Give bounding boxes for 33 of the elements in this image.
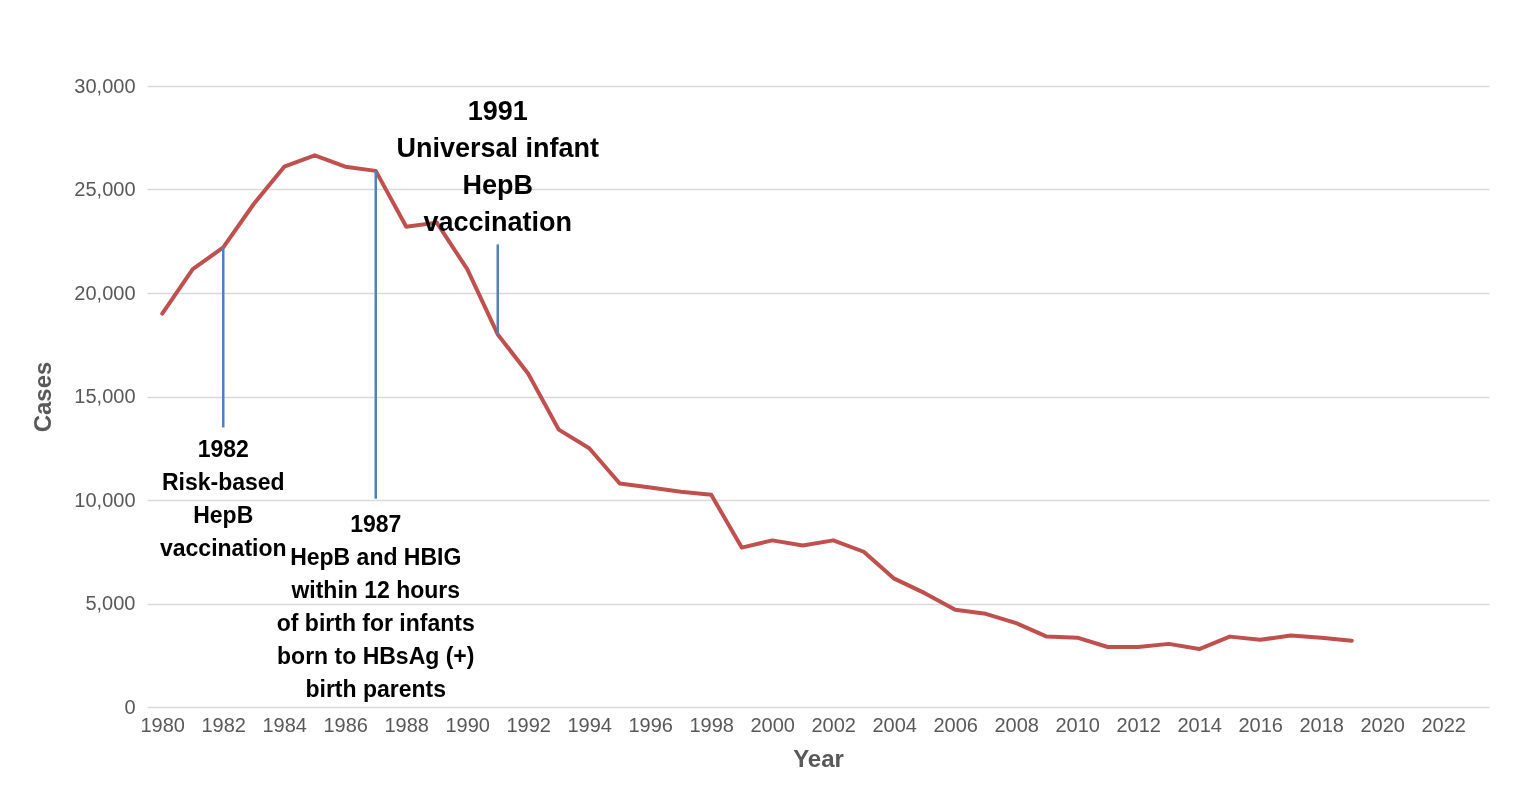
x-tick-label: 1998 (689, 713, 734, 736)
x-tick-label: 1990 (445, 713, 490, 736)
x-tick-label: 2002 (811, 713, 856, 736)
x-tick-label: 1986 (323, 713, 368, 736)
y-tick-label: 15,000 (74, 385, 136, 407)
x-axis-title: Year (793, 744, 844, 772)
x-tick-label: 2004 (872, 713, 917, 736)
y-tick-label: 5,000 (85, 592, 136, 614)
x-tick-label: 2010 (1055, 713, 1100, 736)
x-tick-label: 1994 (567, 713, 612, 736)
x-tick-label: 2000 (750, 713, 795, 736)
x-tick-label: 1992 (506, 713, 551, 736)
x-tick-label: 2006 (933, 713, 978, 736)
y-tick-label: 10,000 (74, 488, 136, 511)
x-tick-label: 2020 (1360, 713, 1405, 736)
x-tick-label: 2014 (1177, 713, 1222, 736)
annotation: 1991 Universal infant HepB vaccination (396, 96, 600, 238)
y-axis-title: Cases (29, 361, 57, 433)
y-tick-label: 25,000 (74, 178, 136, 200)
x-tick-label: 1988 (384, 713, 429, 736)
x-tick-label: 2016 (1238, 713, 1283, 736)
x-tick-label: 2018 (1299, 713, 1344, 736)
x-tick-label: 2012 (1116, 713, 1161, 736)
x-tick-label: 1980 (140, 713, 185, 736)
y-tick-label: 0 (124, 695, 136, 718)
x-tick-label: 1984 (262, 713, 307, 736)
y-tick-label: 30,000 (74, 74, 136, 97)
annotation: 1982 Risk-based HepB vaccination (159, 436, 287, 562)
x-tick-label: 1982 (201, 713, 246, 736)
x-tick-label: 2008 (994, 713, 1039, 736)
y-tick-label: 20,000 (74, 281, 136, 304)
x-tick-label: 2022 (1421, 713, 1466, 736)
x-tick-label: 1996 (628, 713, 673, 736)
